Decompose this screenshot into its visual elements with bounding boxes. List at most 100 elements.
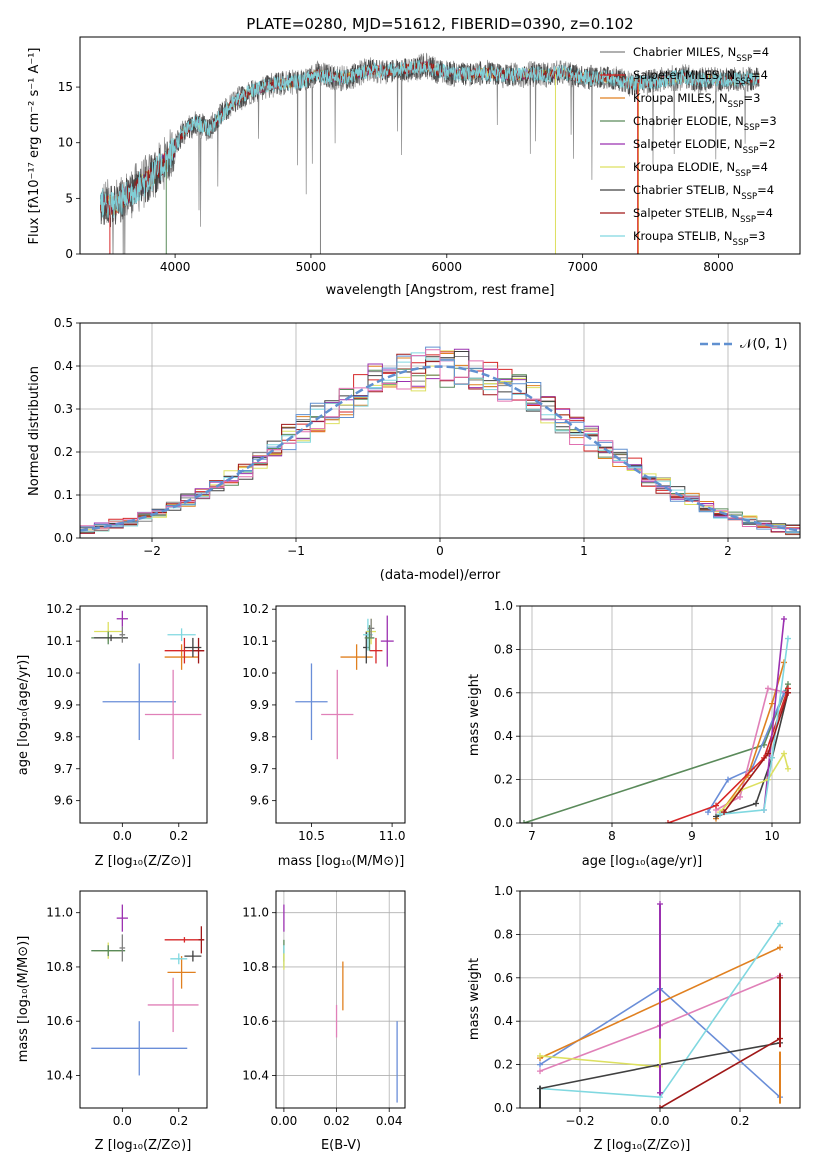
age-vs-Z-ytick-label: 9.6 [54, 794, 73, 808]
weight-vs-age-series-line [719, 638, 789, 816]
weight-vs-Z-xtick-label: 0.2 [730, 1114, 749, 1128]
spectrum-xtick-label: 6000 [432, 260, 463, 274]
age-vs-mass-ytick-label: 9.7 [250, 762, 269, 776]
legend-tail: =4 [751, 68, 768, 82]
weight-vs-age-series-marker [725, 776, 731, 783]
age-vs-Z-frame [79, 605, 208, 824]
legend-sub: SSP [728, 100, 744, 110]
weight-vs-age-ytick-label: 0.4 [494, 729, 513, 743]
weight-vs-Z-panel: −0.2 0.0 0.2 0.0 0.2 0.4 0.6 0.8 1.0 Z [log₁₀(Z/… [467, 884, 801, 1153]
weight-vs-Z-series-marker [537, 1052, 543, 1059]
weight-vs-age-xtick-label: 8 [608, 829, 616, 843]
age-vs-Z-xtick-label: 0.0 [113, 829, 132, 843]
weight-vs-age-frame [519, 605, 801, 824]
mass-vs-ebv-ytick-label: 11.0 [242, 906, 269, 920]
weight-vs-Z-ylabel: mass weight [467, 958, 482, 1040]
weight-vs-age-ytick-label: 0.6 [494, 686, 513, 700]
weight-vs-age-series-line [523, 683, 789, 823]
weight-vs-age-series-marker [721, 809, 727, 816]
residual-xtick-label: 2 [724, 544, 732, 558]
mass-vs-ebv-plot-area: 0.00 0.02 0.04 10.4 10.6 10.8 11.0 [242, 890, 406, 1128]
weight-vs-Z-ytick-label: 0.8 [494, 927, 513, 941]
age-vs-mass-ytick-label: 10.0 [242, 666, 269, 680]
legend-tail: =4 [756, 206, 773, 220]
weight-vs-Z-series [537, 901, 783, 1108]
weight-vs-age-series-marker [785, 689, 791, 696]
mass-vs-ebv-xlabel: E(B-V) [321, 1138, 361, 1153]
weight-vs-Z-frame [519, 890, 801, 1109]
legend-main: Kroupa MILES, N [633, 91, 728, 105]
spectrum-legend-label: Chabrier ELODIE, NSSP=3 [633, 114, 777, 133]
residual-xtick-label: −2 [143, 544, 161, 558]
mass-vs-Z-ylabel: mass [log₁₀(M/M⊙)] [16, 936, 31, 1063]
residual-ytick-label: 0.4 [54, 359, 73, 373]
residual-ytick-label: 0.5 [54, 316, 73, 330]
weight-vs-age-series-marker [781, 750, 787, 757]
weight-vs-age-ytick-label: 0.8 [494, 642, 513, 656]
spectrum-ytick-label: 15 [58, 80, 73, 94]
age-vs-Z-panel: 0.0 0.2 9.6 9.7 9.8 9.9 10.0 10.1 10.2 Z [log₁₀(… [16, 602, 208, 869]
mass-vs-Z-plot-area: 0.0 0.2 10.4 10.6 10.8 11.0 [46, 890, 208, 1128]
residual-ytick-label: 0.0 [54, 531, 73, 545]
legend-sub: SSP [733, 238, 749, 248]
legend-sub: SSP [741, 192, 757, 202]
age-vs-mass-ytick-label: 9.6 [250, 794, 269, 808]
weight-vs-Z-xlabel: Z [log₁₀(Z/Z⊙)] [594, 1138, 691, 1153]
legend-sub: SSP [744, 123, 760, 133]
spectrum-legend-label: Kroupa MILES, NSSP=3 [633, 91, 760, 110]
weight-vs-age-series-line [715, 687, 789, 811]
age-vs-mass-ytick-label: 10.2 [242, 602, 269, 616]
spectrum-frame [79, 36, 801, 255]
weight-vs-age-series-marker [785, 635, 791, 642]
normal-curve-legend-label: 𝒩(0, 1) [740, 337, 787, 352]
residual-ytick-label: 0.1 [54, 488, 73, 502]
spectrum-xtick-label: 4000 [160, 260, 191, 274]
weight-vs-Z-plot-area: −0.2 0.0 0.2 0.0 0.2 0.4 0.6 0.8 1.0 [494, 884, 801, 1128]
age-vs-Z-ytick-label: 9.7 [54, 762, 73, 776]
residual-legend: 𝒩(0, 1) [700, 337, 787, 352]
mass-vs-Z-frame [79, 890, 208, 1109]
legend-main: Chabrier STELIB, N [633, 183, 741, 197]
spectrum-series-line [100, 56, 760, 228]
age-vs-mass-plot-area: 10.5 11.0 9.6 9.7 9.8 9.9 10.0 10.1 10.2 [242, 602, 406, 843]
mass-vs-ebv-panel: 0.00 0.02 0.04 10.4 10.6 10.8 11.0 E(B-V) [242, 890, 406, 1153]
legend-tail: =3 [748, 229, 765, 243]
weight-vs-age-series-marker [713, 813, 719, 820]
spectrum-series-line [100, 60, 760, 219]
age-vs-mass-frame [275, 605, 406, 824]
spectrum-legend-label: Salpeter STELIB, NSSP=4 [633, 206, 773, 225]
age-vs-mass-xtick-label: 10.5 [298, 829, 325, 843]
legend-main: Chabrier ELODIE, N [633, 114, 744, 128]
age-vs-Z-xlabel: Z [log₁₀(Z/Z⊙)] [95, 854, 192, 869]
spectrum-xtick-label: 7000 [567, 260, 598, 274]
residual-histograms [80, 346, 800, 537]
residual-ytick-label: 0.3 [54, 402, 73, 416]
mass-vs-Z-xlabel: Z [log₁₀(Z/Z⊙)] [95, 1138, 192, 1153]
spectrum-ytick-label: 10 [58, 136, 73, 150]
weight-vs-age-plot-area: 7 8 9 10 0.0 0.2 0.4 0.6 0.8 1.0 [494, 599, 801, 843]
spectrum-legend-label: Kroupa STELIB, NSSP=3 [633, 229, 765, 248]
legend-tail: =3 [743, 91, 760, 105]
mass-vs-Z-ytick-label: 10.4 [46, 1068, 73, 1082]
weight-vs-age-series-marker [769, 754, 775, 761]
spectrum-xlabel: wavelength [Angstrom, rest frame] [326, 283, 555, 298]
residual-ylabel: Normed distribution [27, 366, 42, 496]
age-vs-Z-ytick-label: 9.9 [54, 698, 73, 712]
legend-sub: SSP [743, 146, 759, 156]
mass-vs-Z-xtick-label: 0.2 [169, 1114, 188, 1128]
weight-vs-age-ylabel: mass weight [467, 674, 482, 756]
spectrum-title: PLATE=0280, MJD=51612, FIBERID=0390, z=0… [246, 15, 633, 33]
spectrum-ytick-label: 5 [65, 191, 73, 205]
spectrum-plot-area: 4000 5000 6000 7000 8000 0 5 10 15 [58, 36, 801, 274]
weight-vs-age-xtick-label: 9 [688, 829, 696, 843]
weight-vs-age-series-marker [753, 800, 759, 807]
weight-vs-age-series-marker [761, 806, 767, 813]
age-vs-mass-ytick-label: 9.8 [250, 730, 269, 744]
residual-histogram-step [80, 349, 800, 535]
weight-vs-Z-series-marker [777, 944, 783, 951]
spectrum-legend-label: Chabrier MILES, NSSP=4 [633, 45, 769, 64]
spectrum-xtick-label: 5000 [296, 260, 327, 274]
mass-vs-ebv-xtick-label: 0.02 [323, 1114, 350, 1128]
weight-vs-Z-series-marker [537, 1068, 543, 1075]
